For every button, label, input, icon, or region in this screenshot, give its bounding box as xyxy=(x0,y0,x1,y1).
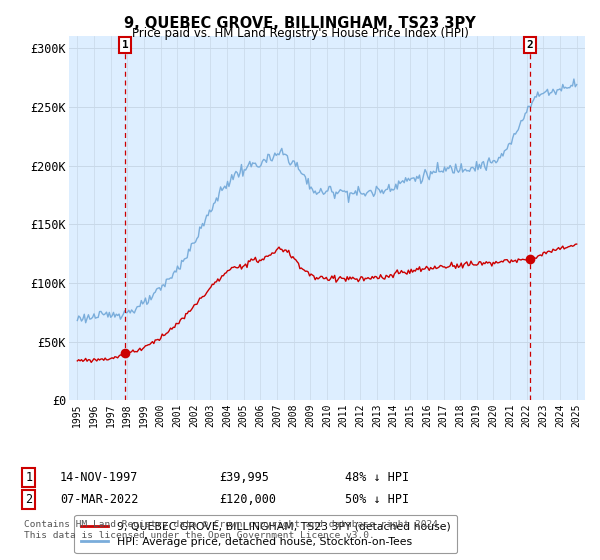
Text: 48% ↓ HPI: 48% ↓ HPI xyxy=(345,471,409,484)
Text: Price paid vs. HM Land Registry's House Price Index (HPI): Price paid vs. HM Land Registry's House … xyxy=(131,27,469,40)
Text: 07-MAR-2022: 07-MAR-2022 xyxy=(60,493,139,506)
Text: 2: 2 xyxy=(25,493,32,506)
Text: This data is licensed under the Open Government Licence v3.0.: This data is licensed under the Open Gov… xyxy=(24,531,375,540)
Text: 50% ↓ HPI: 50% ↓ HPI xyxy=(345,493,409,506)
Text: 1: 1 xyxy=(122,40,128,50)
Text: 1: 1 xyxy=(25,471,32,484)
Text: 2: 2 xyxy=(526,40,533,50)
Text: 14-NOV-1997: 14-NOV-1997 xyxy=(60,471,139,484)
Text: £120,000: £120,000 xyxy=(219,493,276,506)
Text: £39,995: £39,995 xyxy=(219,471,269,484)
Legend: 9, QUEBEC GROVE, BILLINGHAM, TS23 3PY (detached house), HPI: Average price, deta: 9, QUEBEC GROVE, BILLINGHAM, TS23 3PY (d… xyxy=(74,515,457,553)
Text: Contains HM Land Registry data © Crown copyright and database right 2024.: Contains HM Land Registry data © Crown c… xyxy=(24,520,444,529)
Text: 9, QUEBEC GROVE, BILLINGHAM, TS23 3PY: 9, QUEBEC GROVE, BILLINGHAM, TS23 3PY xyxy=(124,16,476,31)
